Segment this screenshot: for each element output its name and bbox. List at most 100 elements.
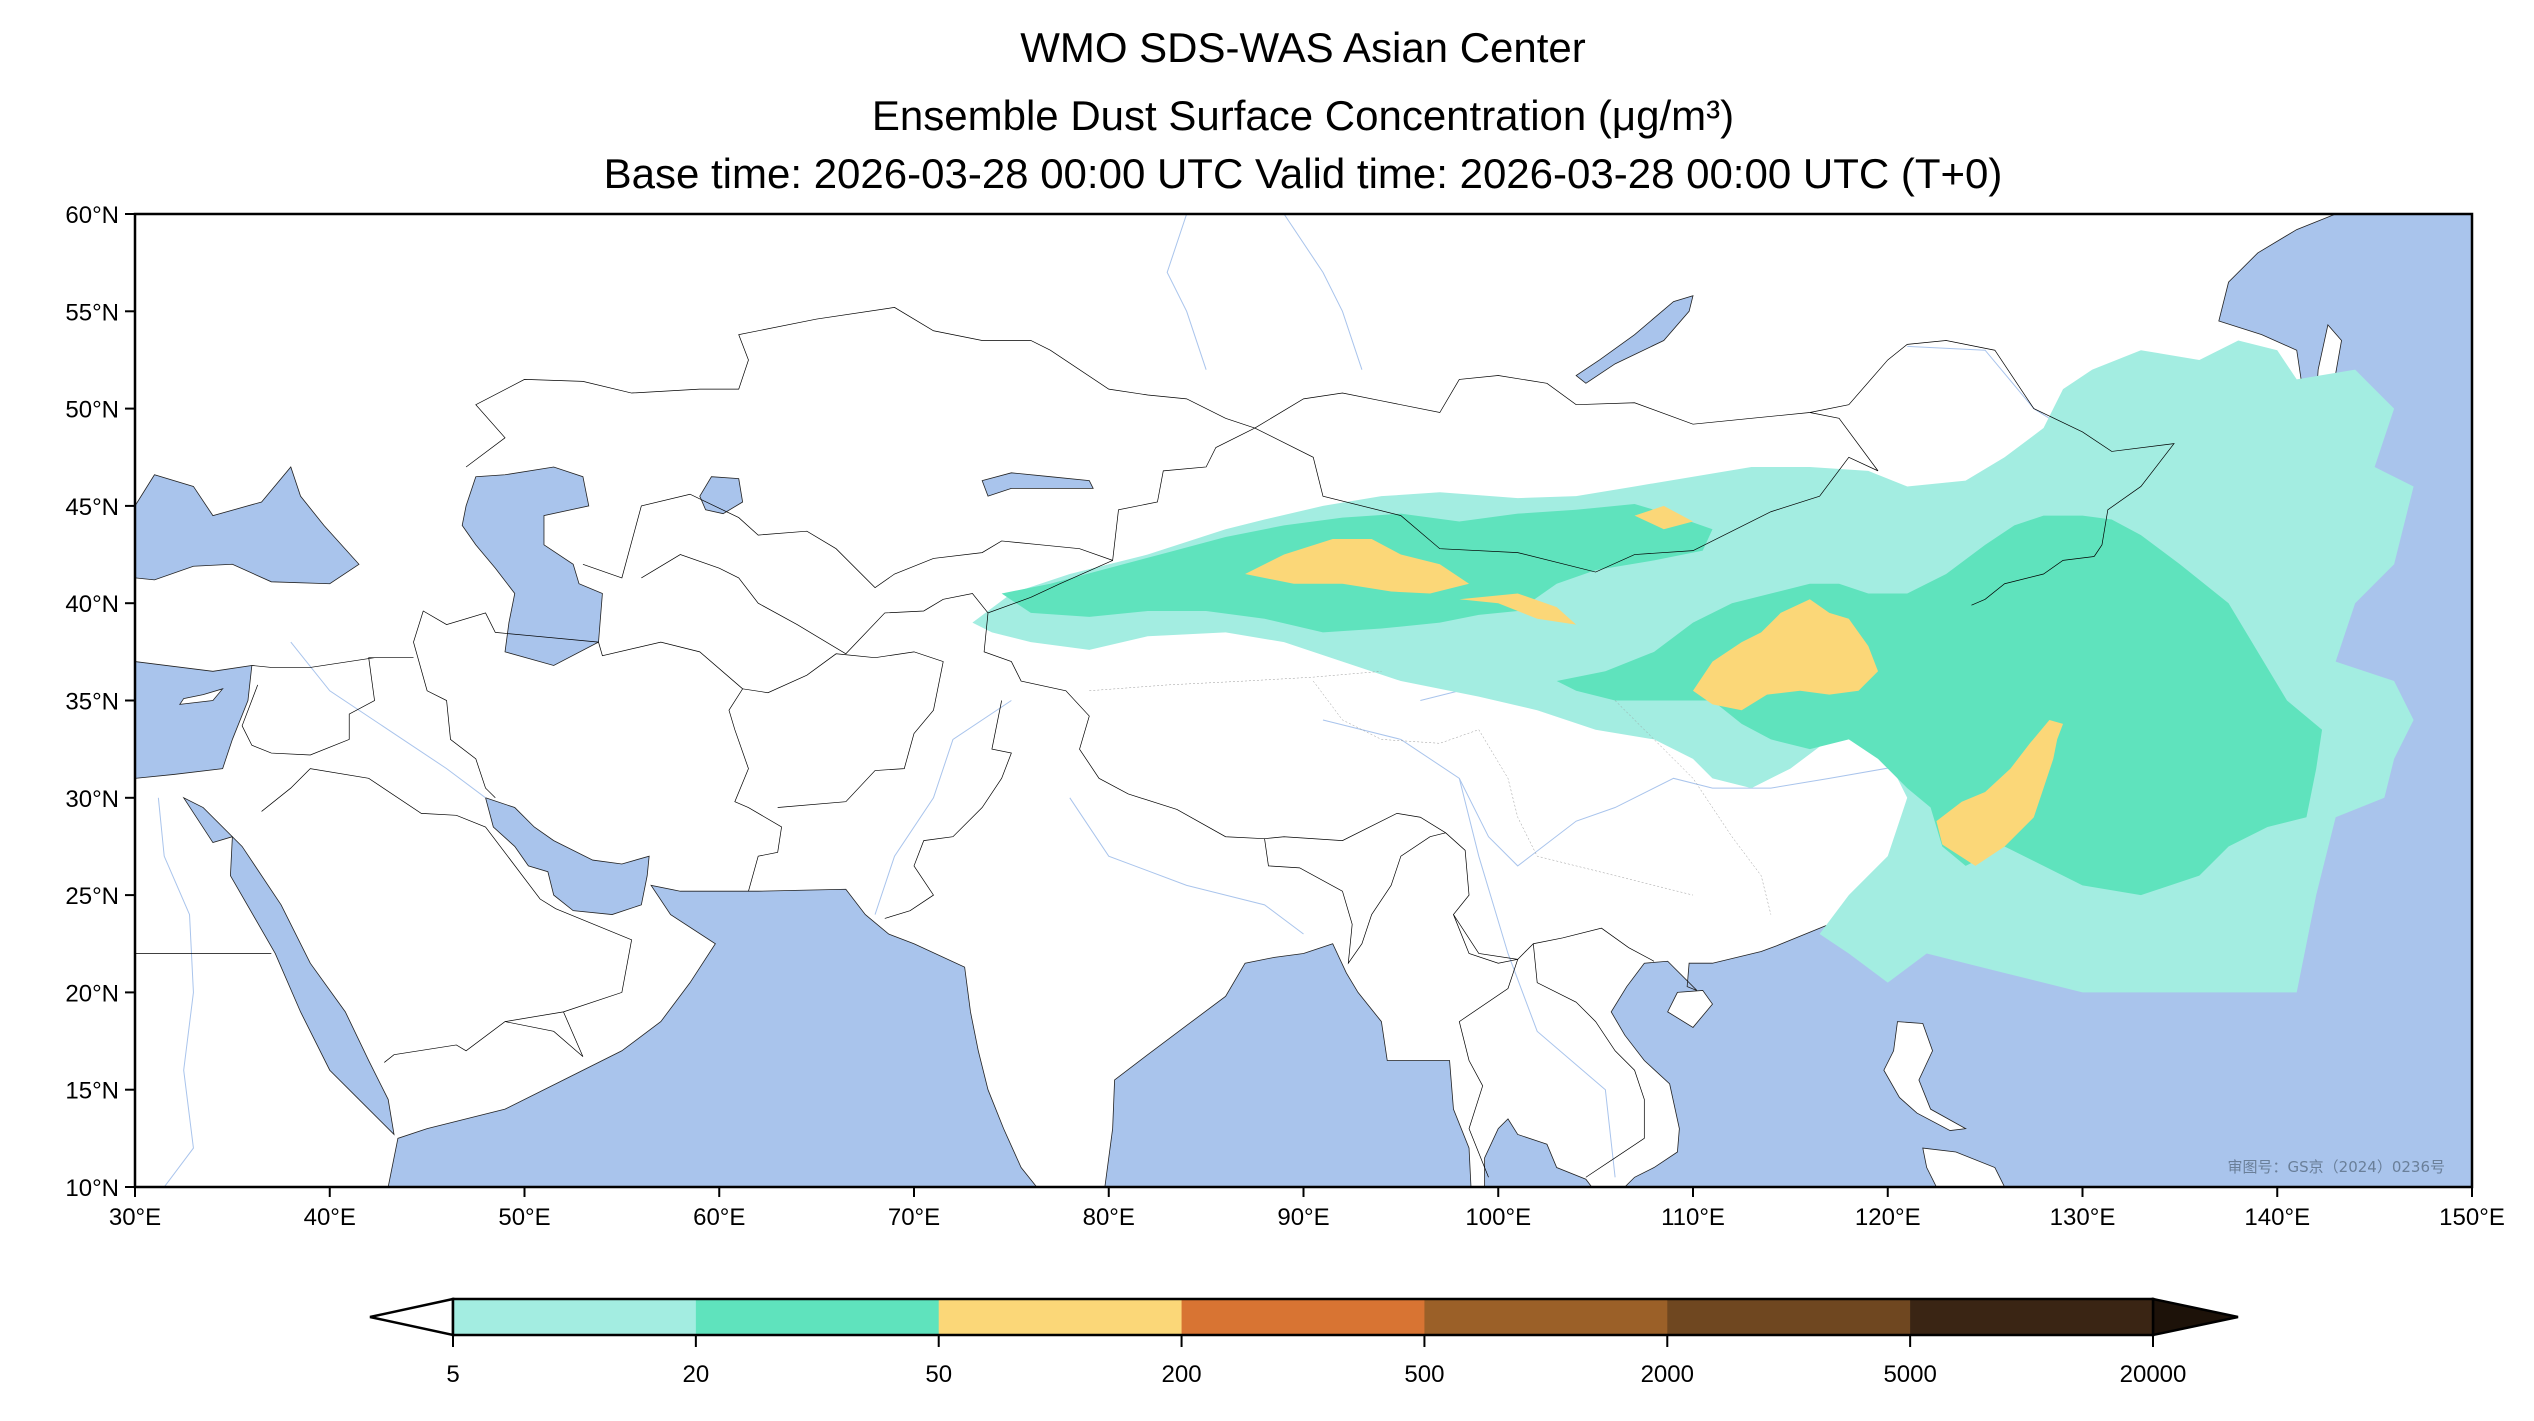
yangtze-river xyxy=(1323,720,1907,866)
y-tick-label: 45°N xyxy=(65,494,119,521)
border-india-pakistan xyxy=(885,701,1012,919)
colorbar-segment xyxy=(1424,1299,1668,1335)
border-turkey-syria-iraq xyxy=(242,658,413,755)
title-line-1: WMO SDS-WAS Asian Center xyxy=(1020,24,1586,71)
colorbar-tick-label: 200 xyxy=(1162,1361,1202,1388)
colorbar-under-extension xyxy=(369,1297,455,1337)
colorbar-segment xyxy=(938,1299,1183,1335)
colorbar-tick-label: 20 xyxy=(683,1361,710,1388)
x-tick-label: 120°E xyxy=(1855,1204,1921,1231)
title-line-2: Ensemble Dust Surface Concentration (μg/… xyxy=(872,92,1734,139)
x-tick-label: 40°E xyxy=(304,1204,356,1231)
x-tick-label: 80°E xyxy=(1083,1204,1135,1231)
colorbar-segment xyxy=(1181,1299,1425,1335)
map-approval-watermark: 审图号：GS京（2024）0236号 xyxy=(2228,1158,2446,1176)
border-iran-pakistan-afghanistan xyxy=(729,652,943,891)
colorbar-segment xyxy=(695,1299,940,1335)
x-tick-label: 30°E xyxy=(109,1204,161,1231)
bay-of-bengal xyxy=(1105,944,1471,1187)
border-kazakhstan-south xyxy=(583,428,1255,588)
x-axis: 30°E 40°E 50°E 60°E 70°E 80°E 90°E 100°E 110°E 12… xyxy=(109,1187,2505,1231)
nile-river xyxy=(158,798,193,1187)
luzon-island xyxy=(1884,1022,1966,1131)
aral-sea xyxy=(700,477,743,514)
y-tick-label: 25°N xyxy=(65,883,119,910)
colorbar: 5 20 50 200 500 2000 5000 20000 xyxy=(369,1297,2239,1388)
colorbar-tick-label: 50 xyxy=(925,1361,952,1388)
border-central-asia xyxy=(641,555,988,654)
dust-area-high-east-china-sea xyxy=(1936,719,2064,866)
red-sea xyxy=(184,798,394,1135)
dust-area-high-ordos xyxy=(1693,599,1879,711)
indus-river xyxy=(875,701,1011,915)
y-tick-label: 10°N xyxy=(65,1175,119,1202)
border-china-mongolia xyxy=(1255,412,1878,572)
border-iran-west xyxy=(413,611,742,798)
border-oman-yemen xyxy=(505,1012,583,1057)
x-tick-label: 60°E xyxy=(693,1204,745,1231)
border-china-west xyxy=(984,560,1654,961)
colorbar-segment xyxy=(1910,1299,2154,1335)
black-sea xyxy=(135,467,359,584)
yenisei-river xyxy=(1284,214,1362,370)
y-tick-label: 20°N xyxy=(65,980,119,1007)
dust-area-high-mongolia xyxy=(1459,593,1577,625)
y-axis: 60°N 55°N 50°N 45°N 40°N 35°N 30°N 25°N 20°N 15°N… xyxy=(65,202,135,1202)
dust-50-200-layer xyxy=(1245,505,2064,866)
colorbar-tick-label: 20000 xyxy=(2120,1361,2187,1388)
x-tick-label: 110°E xyxy=(1661,1204,1725,1231)
x-tick-label: 70°E xyxy=(888,1204,940,1231)
province-borders-layer xyxy=(1089,671,1771,914)
border-russia-mongolia xyxy=(1255,376,1810,429)
colorbar-tick-label: 500 xyxy=(1404,1361,1444,1388)
border-saudi-arabia xyxy=(262,769,632,1063)
border-kazakhstan-russia xyxy=(466,307,1255,467)
y-tick-label: 15°N xyxy=(65,1078,119,1105)
border-india-bangladesh-myanmar xyxy=(1265,833,1446,963)
colorbar-outline xyxy=(451,1297,2155,1337)
arabian-sea xyxy=(388,885,1037,1187)
mekong-river xyxy=(1459,778,1615,1177)
y-tick-label: 40°N xyxy=(65,591,119,618)
border-china-russia-northeast xyxy=(1810,340,2174,556)
border-myanmar-thailand xyxy=(1453,915,1517,1178)
hainan-island xyxy=(1668,990,1713,1027)
ganges-river xyxy=(1070,798,1304,934)
border-laos-vietnam xyxy=(1533,944,1644,1178)
title-line-3: Base time: 2026-03-28 00:00 UTC Valid ti… xyxy=(604,150,2003,197)
colorbar-over-extension xyxy=(2151,1297,2239,1337)
y-tick-label: 55°N xyxy=(65,299,119,326)
lake-baikal xyxy=(1576,296,1693,384)
dust-area-medium-north-china xyxy=(1556,515,2323,896)
dust-area-high-gobi xyxy=(1245,538,1470,594)
euphrates-river xyxy=(291,642,486,798)
x-tick-label: 140°E xyxy=(2244,1204,2310,1231)
y-tick-label: 50°N xyxy=(65,397,119,424)
province-border-sichuan xyxy=(1479,730,1693,895)
y-tick-label: 60°N xyxy=(65,202,119,229)
x-tick-label: 90°E xyxy=(1277,1204,1329,1231)
map-panel: 审图号：GS京（2024）0236号 xyxy=(135,214,2472,1187)
colorbar-tick-label: 5000 xyxy=(1883,1361,1936,1388)
mediterranean-sea xyxy=(135,662,252,779)
x-tick-label: 150°E xyxy=(2439,1204,2505,1231)
ob-river xyxy=(1167,214,1206,370)
colorbar-segment xyxy=(453,1299,697,1335)
x-tick-label: 130°E xyxy=(2050,1204,2116,1231)
border-china-korea xyxy=(1971,556,2094,605)
caspian-sea xyxy=(462,467,602,665)
colorbar-tick-label: 5 xyxy=(446,1361,459,1388)
province-border-east xyxy=(1615,701,1771,915)
y-tick-label: 30°N xyxy=(65,786,119,813)
colorbar-segment xyxy=(1667,1299,1911,1335)
country-borders-layer xyxy=(135,307,2174,1177)
persian-gulf xyxy=(486,798,650,915)
lake-balkhash xyxy=(982,473,1093,496)
x-tick-label: 100°E xyxy=(1465,1204,1531,1231)
colorbar-tick-label: 2000 xyxy=(1641,1361,1694,1388)
province-border-tibet-xinjiang xyxy=(1089,671,1381,690)
gulf-of-thailand xyxy=(1485,1119,1592,1187)
cyprus xyxy=(180,689,223,705)
y-tick-label: 35°N xyxy=(65,689,119,716)
